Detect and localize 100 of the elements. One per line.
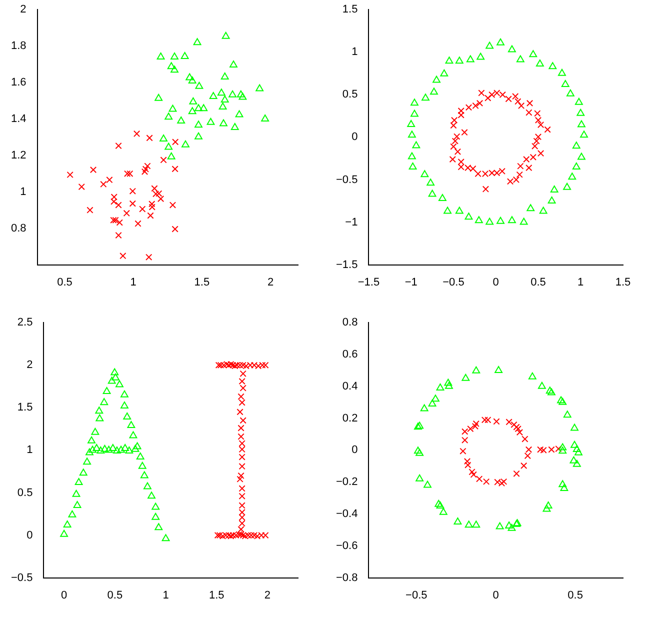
point [572,460,581,467]
point [548,388,556,396]
y-tick-label: 1 [352,46,358,58]
point [466,55,474,62]
point [420,404,428,412]
point [188,107,196,114]
point [538,382,546,389]
x-tick-label: 1.5 [615,276,631,288]
y-tick-label: 1 [26,444,33,456]
point [154,523,163,530]
x-tick-label: −0.5 [442,276,464,288]
point [505,521,514,528]
x-tick-label: 1.5 [208,589,224,602]
point [548,196,556,204]
point [472,420,480,428]
point [508,216,516,224]
point [470,471,477,478]
y-tick-label: 0.5 [342,88,358,101]
point [162,534,170,542]
point [144,482,152,490]
point [194,104,202,112]
point [133,130,140,138]
y-tick-label: 0 [26,529,33,542]
point [460,448,466,454]
y-tick-label: 0.5 [17,486,33,499]
point [496,216,504,224]
point [476,476,483,482]
point [121,444,130,451]
y-tick-label: −0.5 [336,174,358,186]
point [189,97,198,104]
point [139,206,146,212]
point [410,110,418,117]
point [474,216,483,224]
point [408,152,416,160]
point [568,172,576,180]
point [220,72,229,80]
point [102,387,111,394]
x-tick-label: 0.5 [568,589,583,602]
point [462,374,470,381]
point [136,452,144,460]
point [160,134,168,142]
point [476,52,485,60]
point [156,52,165,60]
point [537,446,544,453]
point [455,206,464,214]
point [560,484,568,491]
point [570,424,578,431]
point [217,88,226,96]
point [170,66,178,73]
y-tick-label: 1.5 [17,402,33,414]
point [152,502,160,510]
point [464,520,473,528]
x-tick-label: −0.5 [406,589,428,602]
point [530,154,536,161]
point [412,141,420,148]
point [516,429,524,436]
y-tick-label: 0.8 [10,222,26,234]
point [516,55,524,62]
x-tick-label: 1.5 [194,276,210,288]
point [534,134,542,140]
point [508,45,516,52]
point [558,68,566,76]
point [467,426,474,432]
point [120,390,128,398]
point [558,443,567,450]
y-tick-label: 1.5 [342,4,358,16]
point [250,362,258,368]
point [464,164,472,172]
point [506,418,512,426]
point [508,524,516,531]
y-tick-label: 2 [26,359,33,372]
point [546,386,554,394]
point [147,212,154,219]
point [529,50,538,58]
point [95,406,104,414]
x-tick-label: 2 [267,276,274,288]
point [255,362,262,370]
point [230,362,236,368]
point [558,398,567,405]
point [60,530,68,537]
point [108,444,117,451]
point [220,119,228,126]
point [236,362,244,368]
point [86,206,94,214]
point [96,414,104,422]
point [566,89,574,96]
point [470,165,476,172]
point [513,470,520,477]
point [129,431,138,438]
point [220,362,228,368]
point [180,52,189,59]
point [120,252,126,260]
point [177,116,186,124]
point [472,366,480,374]
point [230,123,239,130]
point [152,512,160,520]
point [494,366,503,373]
point [228,90,237,98]
point [129,188,136,194]
point [66,171,74,178]
